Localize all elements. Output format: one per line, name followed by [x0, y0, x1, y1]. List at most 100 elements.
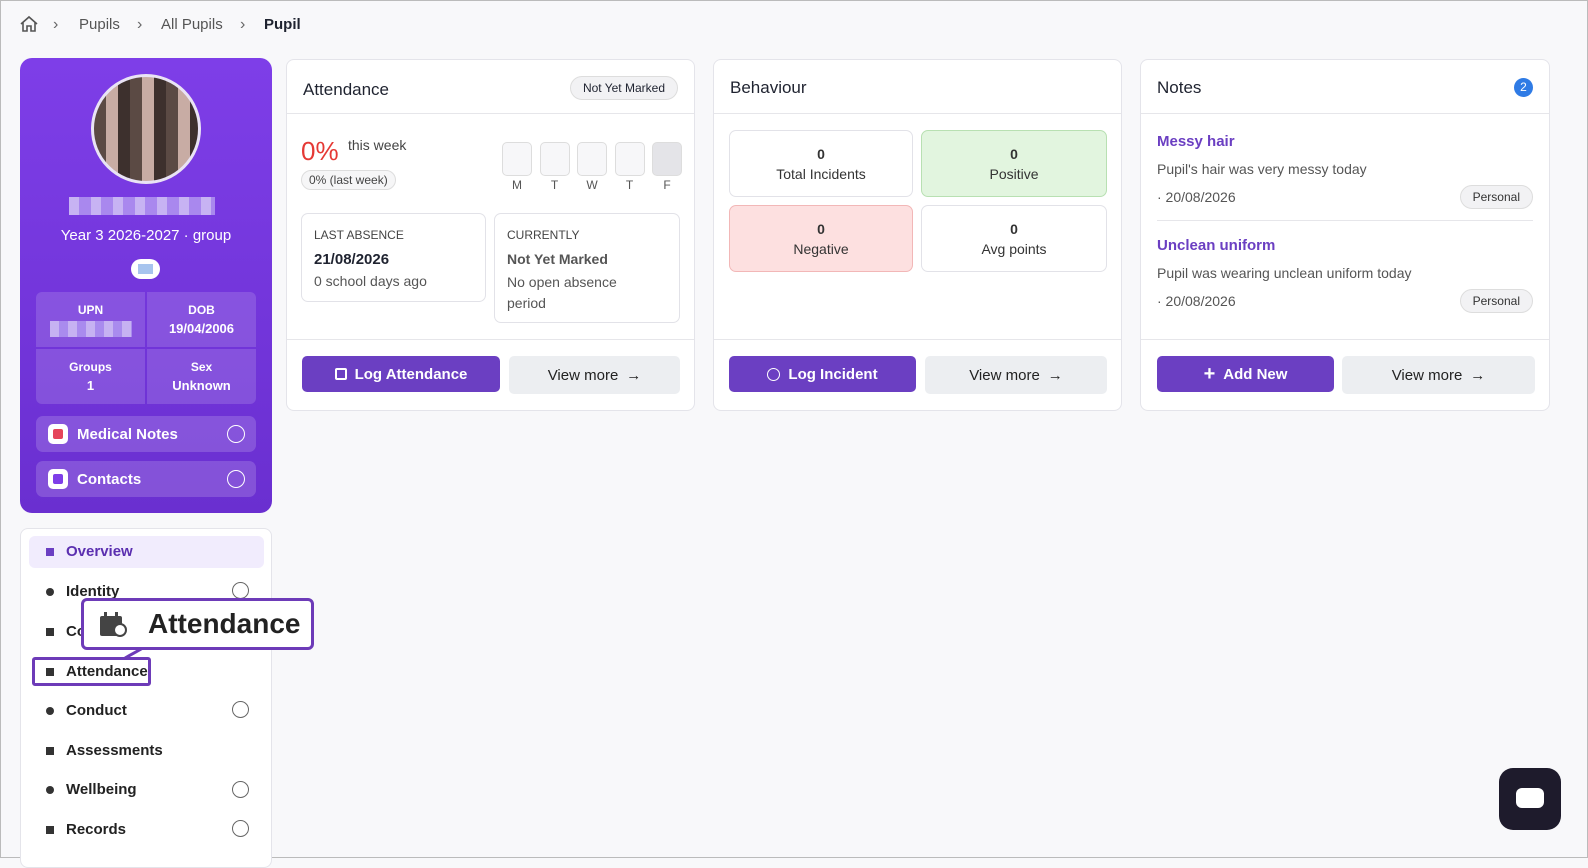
nav-label: Overview: [66, 543, 133, 560]
home-icon[interactable]: [19, 15, 39, 33]
field-label: DOB: [188, 303, 215, 317]
attendance-percent: 0%: [301, 136, 339, 166]
nav-item[interactable]: Identity: [46, 583, 119, 600]
box-value: 21/08/2026: [314, 251, 390, 268]
card-title: Attendance: [303, 80, 390, 99]
button-label: View more: [969, 366, 1040, 384]
separator: ›: [240, 16, 246, 33]
expand-icon[interactable]: [232, 582, 249, 599]
button-label: Medical Notes: [77, 426, 178, 443]
view-more-button[interactable]: View more →: [509, 356, 680, 394]
box-label: CURRENTLY: [507, 228, 580, 242]
attendance-card: Attendance Not Yet Marked 0% this week 0…: [286, 59, 695, 411]
nav-item[interactable]: Overview: [46, 543, 133, 560]
stat-value: 0: [817, 146, 825, 162]
expand-icon[interactable]: [232, 701, 249, 718]
nav-card: [20, 528, 272, 868]
callout-icon: [100, 612, 127, 637]
name-blurred: [69, 197, 215, 215]
nav-item[interactable]: Attendance: [46, 663, 148, 680]
field-value: 19/04/2006: [168, 321, 235, 336]
field-value-blurred: [49, 321, 132, 337]
day-label: F: [663, 178, 671, 192]
medical-icon: [48, 424, 68, 444]
class-info: Year 3 2026-2027 · group: [60, 227, 232, 244]
card-header: Notes 2: [1141, 60, 1549, 114]
add-new-button[interactable]: + Add New: [1157, 356, 1334, 392]
expand-icon[interactable]: [232, 820, 249, 837]
day-label: M: [512, 178, 522, 192]
stat-label: Total Incidents: [776, 166, 866, 182]
day-indicator: [502, 142, 532, 176]
field-label: UPN: [77, 303, 104, 317]
contacts-button[interactable]: Contacts: [36, 461, 256, 497]
nav-label: Assessments: [66, 742, 163, 759]
card-title: Behaviour: [730, 78, 807, 97]
avatar: [91, 74, 201, 184]
nav-label: Records: [66, 821, 127, 838]
field: DOB 19/04/2006: [147, 292, 256, 347]
profile-card: Year 3 2026-2027 · group UPN DOB 19/04/20…: [20, 58, 272, 513]
chat-button[interactable]: [1499, 768, 1561, 830]
phone-icon: [48, 469, 68, 489]
day-indicator: [577, 142, 607, 176]
status-pill: [131, 259, 160, 279]
nav-label: Conduct: [66, 702, 127, 719]
separator: ›: [53, 16, 59, 33]
stat-label: Positive: [989, 166, 1039, 182]
callout-label: Attendance: [148, 608, 301, 639]
breadcrumb-link[interactable]: Pupils: [79, 16, 120, 33]
day-indicator: [652, 142, 682, 176]
button-label: Contacts: [77, 471, 142, 488]
view-more-button[interactable]: View more →: [925, 356, 1107, 394]
callout: Attendance: [81, 598, 314, 650]
card-title: Notes: [1157, 78, 1202, 97]
breadcrumb-link[interactable]: All Pupils: [161, 16, 223, 33]
card-header: Behaviour: [714, 60, 1121, 114]
nav-label: Identity: [66, 583, 120, 600]
expand-icon[interactable]: [232, 781, 249, 798]
note-tag: Personal: [1459, 185, 1533, 209]
currently-box: CURRENTLY Not Yet Marked No open absence…: [494, 213, 680, 323]
notes-count: 2: [1514, 78, 1533, 97]
log-incident-button[interactable]: Log Incident: [729, 356, 916, 392]
nav-item[interactable]: Assessments: [46, 742, 163, 759]
stat-box: 0 Positive: [921, 130, 1107, 197]
note-title[interactable]: Unclean uniform: [1157, 237, 1276, 254]
day-indicator: [539, 142, 570, 176]
status-badge: Not Yet Marked: [569, 76, 678, 100]
stat-label: Negative: [793, 241, 849, 257]
field: UPN: [36, 292, 145, 347]
nav-item[interactable]: Conduct: [46, 702, 127, 719]
stat-value: 0: [1010, 221, 1018, 237]
button-label: Log Attendance: [354, 365, 468, 383]
nav-item[interactable]: Records: [46, 821, 126, 838]
note-text: Pupil was wearing unclean uniform today: [1157, 265, 1412, 281]
notes-card: Notes 2 Messy hair Pupil's hair was very…: [1140, 59, 1550, 411]
button-label: View more: [547, 366, 619, 384]
last-absence-box: LAST ABSENCE 21/08/2026 0 school days ag…: [301, 213, 486, 302]
log-attendance-button[interactable]: Log Attendance: [302, 356, 500, 392]
nav-active-bg: [29, 536, 264, 568]
stat-label: Avg points: [981, 241, 1047, 257]
view-more-button[interactable]: View more →: [1342, 356, 1535, 394]
medical-notes-button[interactable]: Medical Notes: [36, 416, 256, 452]
button-label: Log Incident: [788, 365, 878, 383]
note-title[interactable]: Messy hair: [1157, 133, 1235, 150]
field-label: Groups: [69, 360, 112, 374]
stat-value: 0: [1010, 146, 1018, 162]
separator: ›: [137, 16, 143, 33]
stat-box: 0 Total Incidents: [729, 130, 913, 197]
attendance-period: this week: [348, 137, 407, 153]
day-label: T: [550, 178, 559, 192]
box-value: Not Yet Marked: [507, 251, 608, 267]
highlight-box: [32, 657, 151, 686]
note-date: · 20/08/2026: [1157, 293, 1236, 309]
day-label: W: [586, 178, 598, 192]
note-text: Pupil's hair was very messy today: [1157, 161, 1367, 177]
last-week: 0% (last week): [301, 170, 396, 190]
stat-box: 0 Avg points: [921, 205, 1107, 272]
note-date: · 20/08/2026: [1157, 189, 1236, 205]
nav-item[interactable]: Wellbeing: [46, 781, 137, 798]
